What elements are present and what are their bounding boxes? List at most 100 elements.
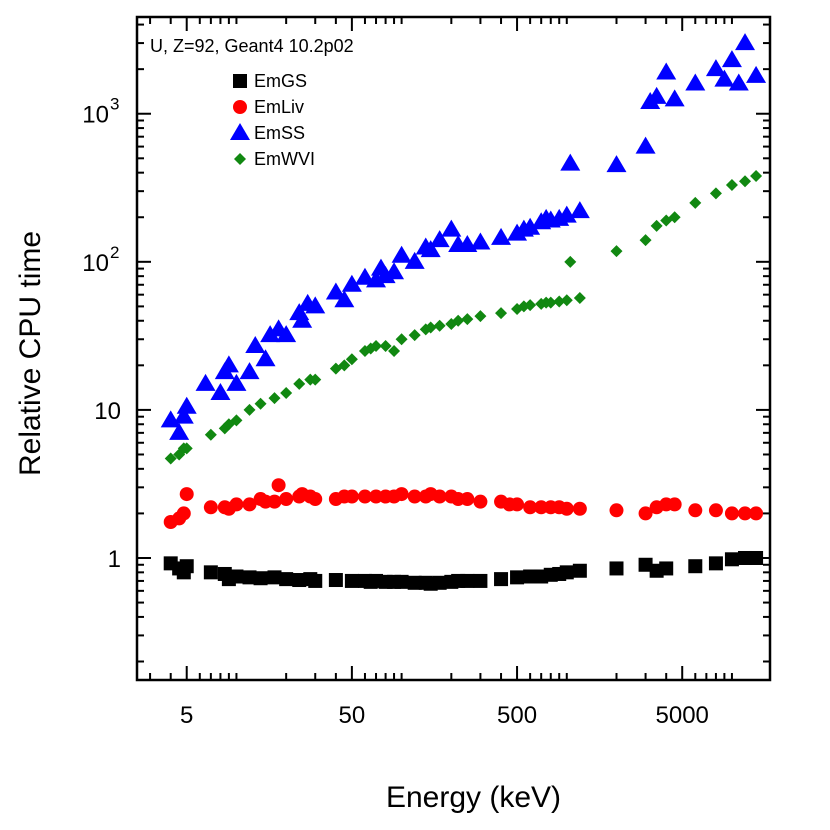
legend-marker [233,74,247,88]
data-point [510,497,525,512]
data-point [357,489,372,504]
data-point [534,500,549,515]
data-point [491,227,512,245]
data-point [688,503,703,518]
data-point [379,340,392,353]
data-point [203,500,218,515]
data-point [688,559,703,574]
data-point [572,563,587,578]
data-point [279,572,294,587]
data-point [638,557,653,572]
data-point [750,169,763,182]
data-point [334,290,355,308]
data-point [739,175,752,188]
data-point [685,73,706,91]
legend-label: EmSS [254,123,305,143]
data-point [210,383,231,401]
data-point [341,274,362,292]
data-point [180,442,193,455]
data-point [460,573,475,588]
data-point [746,65,767,83]
data-point [176,506,191,521]
data-point [544,296,557,309]
data-point [473,494,488,509]
data-point [276,325,297,343]
data-point [370,340,383,353]
legend-marker [230,123,250,140]
data-point [560,153,581,171]
y-tick-exponent: 2 [110,243,119,262]
data-point [429,230,450,248]
data-point [254,397,267,410]
data-point [230,414,243,427]
data-point [523,569,538,584]
x-tick-label: 50 [339,702,366,729]
data-point [714,69,735,87]
x-tick-label: 5 [180,702,193,729]
data-point [494,572,509,587]
data-point [659,561,674,576]
data-point [452,314,465,327]
data-point [292,310,313,328]
data-point [420,240,441,258]
series-EmGS [163,550,764,591]
data-point [721,50,742,68]
legend-label: EmGS [254,71,307,91]
data-point [639,234,652,247]
data-point [164,452,177,465]
data-point [344,489,359,504]
data-point [646,86,667,104]
data-point [735,33,756,51]
data-point [559,565,574,580]
data-point [407,489,422,504]
data-point [394,487,409,502]
data-point [169,422,190,440]
data-point [569,201,590,219]
y-tick-label: 1 [108,546,121,573]
data-point [384,262,405,280]
y-axis-label: Relative CPU time [14,231,47,476]
data-point [267,570,282,585]
data-point [242,497,257,512]
data-point [173,406,194,424]
data-point [268,392,281,405]
data-point [424,321,437,334]
data-point [635,136,656,154]
data-point [523,500,538,515]
data-point [738,506,753,521]
data-point [725,179,738,192]
data-point [176,396,197,414]
x-axis-label: Energy (keV) [386,781,561,814]
data-point [345,353,358,366]
data-point [638,506,653,521]
legend-label: EmLiv [254,97,304,117]
x-tick-label: 500 [497,702,537,729]
y-tick-label: 10 [82,250,109,277]
data-point [474,310,487,323]
data-point [325,282,346,300]
data-point [308,492,323,507]
data-point [749,506,764,521]
data-point [280,387,293,400]
data-point [308,573,323,588]
data-point [391,245,412,263]
data-point [267,494,282,509]
x-tick-label: 5000 [656,702,709,729]
data-point [738,550,753,565]
data-point [441,219,462,237]
data-point [708,556,723,571]
data-markers [160,33,767,591]
data-point [293,377,306,390]
data-point [239,362,260,380]
data-point [243,403,256,416]
data-point [229,569,244,584]
data-point [229,497,244,512]
data-point [573,291,586,304]
data-point [218,355,239,373]
data-point [433,319,446,332]
data-point [609,561,624,576]
legend-marker [233,100,247,114]
data-point [650,219,663,232]
